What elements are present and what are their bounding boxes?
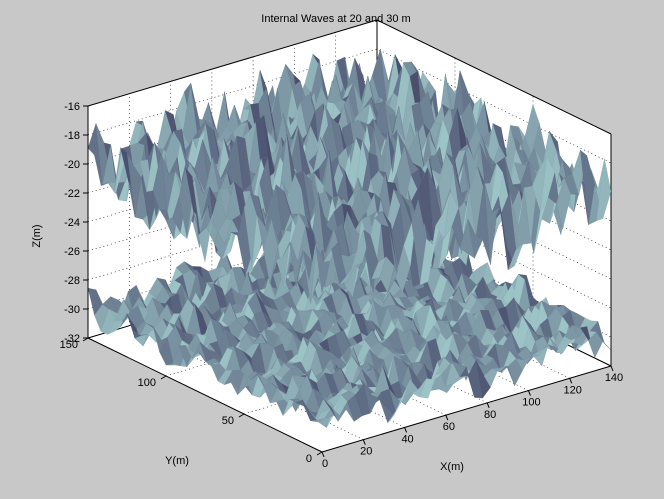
grid-line-z	[87, 193, 612, 309]
z-tick-label: -24	[64, 217, 80, 229]
x-tick-mark	[321, 451, 325, 458]
x-tick-mark	[527, 390, 531, 396]
x-axis-label: X(m)	[440, 461, 464, 473]
axes-box-edge	[87, 19, 378, 107]
z-tick-label: -30	[64, 304, 80, 316]
surface-facet	[596, 331, 612, 351]
x-tick-label: 140	[605, 372, 623, 384]
z-tick-label: -20	[64, 159, 80, 171]
x-tick-label: 0	[322, 458, 328, 470]
y-tick-label: 150	[60, 339, 78, 351]
x-axis-line	[321, 365, 612, 453]
grid-line-z	[87, 19, 612, 135]
z-tick-label: -26	[64, 246, 80, 258]
surface-meshes	[87, 49, 612, 428]
surface-facet	[596, 158, 612, 221]
grid-line-x	[129, 93, 364, 440]
y-tick-label: 100	[138, 377, 156, 389]
z-tick-label: -16	[64, 101, 80, 113]
y-tick-label: 50	[222, 415, 234, 427]
y-tick-mark	[160, 375, 167, 380]
x-tick-mark	[362, 439, 366, 445]
y-tick-mark	[316, 451, 323, 456]
x-tick-mark	[445, 414, 449, 421]
z-tick-label: -18	[64, 130, 80, 142]
x-tick-mark	[404, 427, 408, 433]
x-tick-label: 20	[360, 446, 372, 458]
z-tick-label: -28	[64, 275, 80, 287]
y-tick-label: 0	[306, 453, 312, 465]
x-tick-mark	[569, 378, 573, 384]
x-tick-label: 80	[484, 409, 496, 421]
x-tick-label: 60	[443, 421, 455, 433]
x-tick-label: 40	[401, 433, 413, 445]
x-tick-label: 120	[564, 384, 582, 396]
z-tick-label: -32	[64, 333, 80, 345]
x-tick-mark	[610, 365, 614, 372]
y-axis-label: Y(m)	[165, 455, 189, 467]
tick-labels: 0 20 40 60 80 100 120 140 0 50 100 150-32 -30 -28 -26 -…	[60, 101, 624, 470]
y-tick-mark	[238, 413, 245, 418]
x-tick-mark	[486, 402, 490, 409]
wave-surface	[87, 49, 612, 304]
x-tick-label: 100	[522, 397, 540, 409]
axes-box-front	[82, 105, 614, 458]
y-axis-line	[87, 337, 323, 453]
z-tick-label: -22	[64, 188, 80, 200]
chart-title: Internal Waves at 20 and 30 m	[261, 13, 410, 25]
z-axis-label: Z(m)	[31, 224, 43, 247]
